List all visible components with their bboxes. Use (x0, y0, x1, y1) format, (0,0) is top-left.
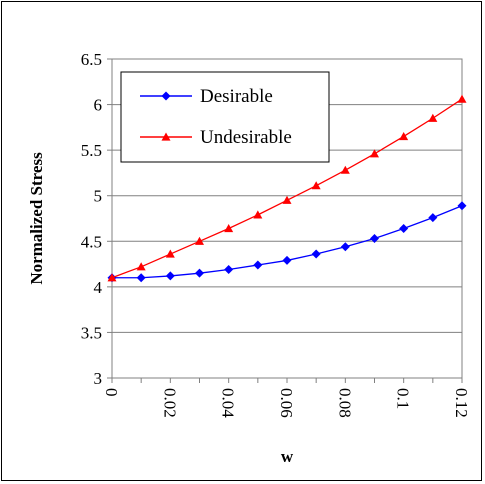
x-tick-label: 0.12 (452, 388, 471, 418)
x-tick-label: 0 (102, 388, 121, 397)
y-tick-label: 4 (94, 278, 103, 297)
data-point-undesirable (136, 262, 146, 271)
data-point-desirable (253, 260, 263, 270)
data-point-desirable (370, 234, 379, 244)
data-point-undesirable (253, 210, 263, 219)
y-tick-label: 3 (94, 369, 103, 388)
data-point-undesirable (107, 273, 117, 282)
data-point-undesirable (282, 195, 292, 204)
data-point-desirable (457, 201, 467, 211)
data-point-desirable (340, 242, 350, 252)
data-point-desirable (136, 273, 146, 283)
data-point-desirable (224, 265, 234, 275)
data-point-undesirable (311, 181, 321, 190)
data-point-undesirable (457, 94, 467, 103)
x-tick-label: 0.08 (335, 388, 354, 418)
y-tick-label: 6.5 (81, 50, 102, 69)
legend-marker-desirable (161, 91, 171, 101)
data-point-desirable (165, 271, 175, 281)
x-tick-label: 0.06 (277, 388, 296, 418)
data-point-undesirable (165, 249, 175, 258)
data-point-desirable (282, 255, 292, 265)
series-desirable (107, 201, 467, 283)
data-point-desirable (195, 268, 204, 278)
data-point-undesirable (340, 165, 350, 174)
data-point-desirable (311, 249, 321, 259)
legend-marker-undesirable (161, 132, 171, 141)
y-tick-label: 5 (94, 187, 103, 206)
data-point-undesirable (370, 149, 379, 158)
data-point-desirable (399, 224, 409, 234)
data-point-undesirable (399, 131, 409, 141)
y-tick-label: 3.5 (81, 323, 102, 342)
legend-label-desirable: Desirable (200, 86, 273, 107)
legend: Desirable Undesirable (120, 71, 330, 163)
series-layer (107, 94, 467, 283)
y-tick-label: 5.5 (81, 141, 102, 160)
x-tick-label: 0.04 (219, 388, 238, 418)
legend-label-undesirable: Undesirable (200, 127, 292, 148)
y-axis-ticks: 3 3.5 4 4.5 5 5.5 6 6.5 (81, 50, 112, 388)
legend-box (120, 71, 330, 163)
data-point-undesirable (428, 113, 438, 122)
series-undesirable (107, 94, 467, 282)
x-axis-ticks: 0 0.02 0.04 0.06 0.08 0.1 0.12 (102, 378, 471, 418)
x-tick-label: 0.1 (394, 388, 413, 409)
y-axis-title: Normalized Stress (27, 152, 46, 285)
y-tick-label: 4.5 (81, 232, 102, 251)
x-axis-title: w (281, 447, 294, 466)
data-point-undesirable (224, 224, 234, 233)
y-tick-label: 6 (94, 96, 103, 115)
x-tick-label: 0.02 (160, 388, 179, 418)
data-point-desirable (428, 213, 438, 223)
data-point-undesirable (195, 236, 204, 245)
